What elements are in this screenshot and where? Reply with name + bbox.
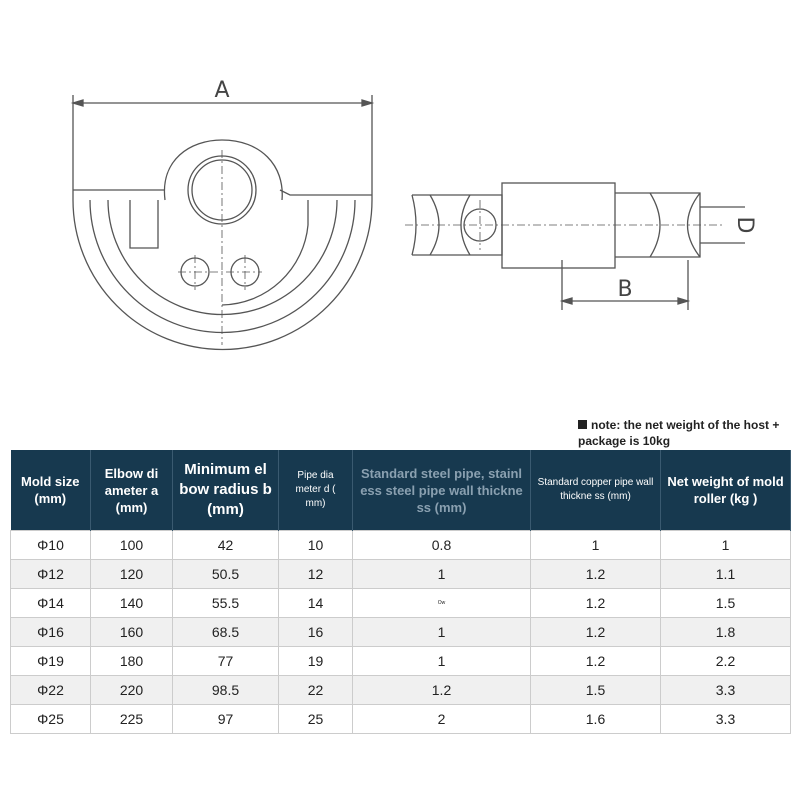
column-header: Pipe dia meter d ( mm) [278,450,353,531]
table-cell: 1.2 [530,617,661,647]
column-header: Standard steel pipe, stainl ess steel pi… [352,450,531,531]
table-cell: 1.2 [530,646,661,676]
table-row: Φ12 120 50.5 12 1 1.2 1.1 [10,559,791,589]
groove [89,199,356,334]
table-cell: 1 [352,617,531,647]
outer-rim [72,190,373,351]
table-cell: 25 [278,704,353,734]
table-cell: 1.8 [660,617,791,647]
table-cell: 22 [278,675,353,705]
table-cell: 3.3 [660,704,791,734]
table-cell: 220 [90,675,173,705]
column-header: Net weight of mold roller (kg ) [660,450,791,531]
center-lines [178,150,262,345]
table-cell: 1 [660,530,791,560]
table-cell: Φ25 [10,704,91,734]
table-cell: 1.6 [530,704,661,734]
side-body [501,182,616,269]
table-cell: 55.5 [172,588,279,618]
table-cell: Ow [352,588,531,618]
arrowheads [559,297,691,305]
column-header: Mold size (mm) [10,450,91,531]
bullet [578,420,587,429]
table-cell: Φ16 [10,617,91,647]
table-cell: 160 [90,617,173,647]
table-cell: 0.8 [352,530,531,560]
slot [129,200,159,249]
table-cell: 1.1 [660,559,791,589]
table-cell: 1.5 [660,588,791,618]
groove-inner [107,199,338,316]
table-cell: 19 [278,646,353,676]
table-cell: 98.5 [172,675,279,705]
spec-table: Mold size (mm) Elbow di ameter a (mm) Mini… [10,450,791,734]
table-cell: 120 [90,559,173,589]
table-cell: 97 [172,704,279,734]
table-cell: Φ10 [10,530,91,560]
column-header: Standard copper pipe wall thickne ss (mm… [530,450,661,531]
table-cell: 1.2 [530,588,661,618]
table-cell: 12 [278,559,353,589]
header-row: Mold size (mm) Elbow di ameter a (mm) Mini… [10,450,791,531]
table-cell: Φ22 [10,675,91,705]
table-row: Φ19 180 77 19 1 1.2 2.2 [10,646,791,676]
dimension-label: D [732,217,757,234]
table-cell: 16 [278,617,353,647]
table-cell: 1 [352,559,531,589]
column-header: Elbow di ameter a (mm) [90,450,173,531]
column-header: Minimum el bow radius b (mm) [172,450,279,531]
table-cell: Φ14 [10,588,91,618]
table-cell: 180 [90,646,173,676]
table-cell: 100 [90,530,173,560]
table-cell: 1.2 [352,675,531,705]
table-cell: 1.2 [530,559,661,589]
table-cell: 1.5 [530,675,661,705]
table-cell: 14 [278,588,353,618]
note: note: the net weight of the host + packa… [578,417,790,449]
table-row: Φ10 100 42 10 0.8 1 1 [10,530,791,560]
table-cell: 2 [352,704,531,734]
table-row: Φ14 140 55.5 14 Ow 1.2 1.5 [10,588,791,618]
table-body: Φ10 100 42 10 0.8 1 1 Φ12 120 50.5 12 1 1.2 1.1 Φ14 140… [10,530,791,734]
table-row: Φ25 225 97 25 2 1.6 3.3 [10,704,791,734]
outline [73,189,372,196]
table-cell: 3.3 [660,675,791,705]
table-row: Φ16 160 68.5 16 1 1.2 1.8 [10,617,791,647]
table-cell: 2.2 [660,646,791,676]
dimension-label: B [617,277,632,302]
inner-edge [221,200,309,306]
table-cell: 42 [172,530,279,560]
hub-boss [163,139,283,201]
center-lines [405,200,725,250]
arrowheads [70,99,375,107]
table-cell: 225 [90,704,173,734]
technical-drawing: A D B [70,78,757,351]
table-row: Φ22 220 98.5 22 1.2 1.5 3.3 [10,675,791,705]
table-cell: 10 [278,530,353,560]
table-cell: 1 [530,530,661,560]
table-cell: Φ19 [10,646,91,676]
table-cell: 50.5 [172,559,279,589]
table-cell: 1 [352,646,531,676]
note-text: note: the net weight of the host + packa… [578,418,780,448]
dimension-label: A [214,78,229,103]
table-cell: 140 [90,588,173,618]
table-cell: Φ12 [10,559,91,589]
table-cell: 68.5 [172,617,279,647]
table-cell: 77 [172,646,279,676]
